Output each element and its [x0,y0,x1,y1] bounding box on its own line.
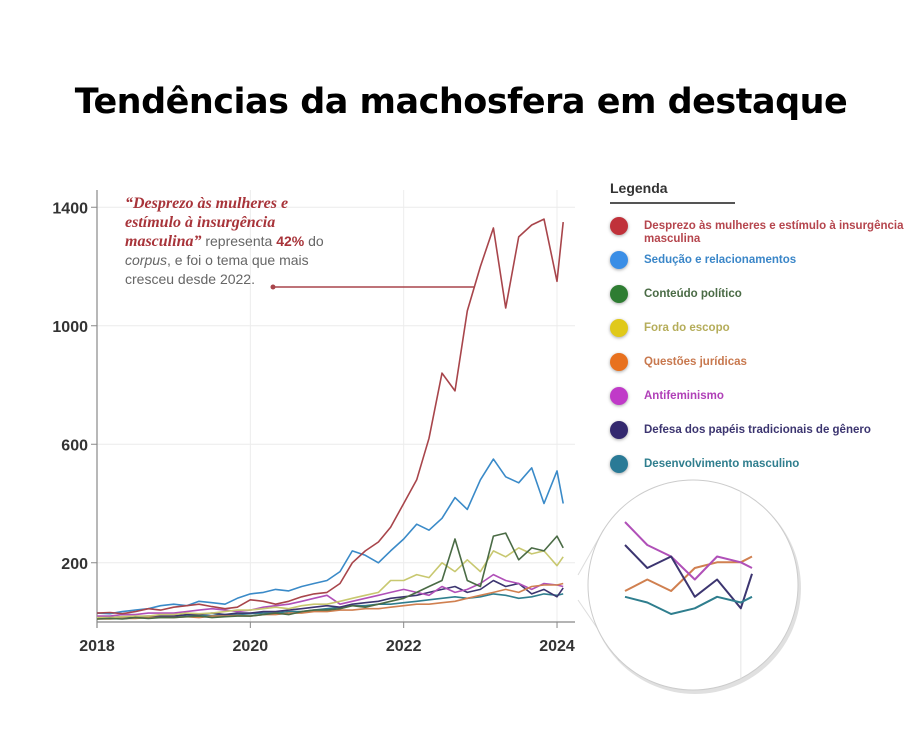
x-tick-label: 2020 [233,638,269,655]
legend-label: Desenvolvimento masculino [644,458,800,470]
legend-label: Defesa dos papéis tradicionais de gênero [644,424,871,436]
legend-label: Fora do escopo [644,322,730,334]
series-line [96,458,564,615]
legend-item: Questões jurídicas [610,353,914,371]
legend-item: Fora do escopo [610,319,914,337]
magnifier-inset [577,479,801,694]
series-line [96,218,564,615]
grid [96,190,575,622]
magnifier-series-line [624,544,753,610]
series-line [97,573,564,617]
legend-item: Desprezo às mulheres e estímulo à insurg… [610,217,914,246]
legend-swatch-icon [610,217,628,235]
legend-swatch-icon [610,421,628,439]
legend-item: Defesa dos papéis tradicionais de gênero [610,421,914,439]
annotation-highlight: “Desprezo às mulheres e estímulo à insur… [125,195,289,250]
series-line [96,532,564,620]
y-tick-label: 600 [61,437,88,454]
legend-label: Sedução e relacionamentos [644,254,797,266]
y-tick-label: 200 [61,556,88,573]
legend-label: Antifeminismo [644,390,724,402]
annotation-text: do [304,233,324,249]
legend-label: Conteúdo político [644,288,742,300]
annotation-percent: 42% [276,233,305,249]
legend-label: Questões jurídicas [644,356,747,368]
magnifier-circle [587,479,799,691]
series-lines [96,218,564,620]
annotation: “Desprezo às mulheres e estímulo à insur… [125,194,325,289]
legend-swatch-icon [610,387,628,405]
legend-item: Sedução e relacionamentos [610,251,914,269]
x-tick-label: 2024 [539,638,575,655]
legend-swatch-icon [610,353,628,371]
annotation-text: representa [201,233,277,249]
legend-swatch-icon [610,455,628,473]
legend-label: Desprezo às mulheres e estímulo à insurg… [644,220,904,245]
legend-swatch-icon [610,251,628,269]
legend: Legenda Desprezo às mulheres e estímulo … [610,180,915,473]
axes: 200 600 1000 1400 2018 2020 2022 2024 [52,190,575,655]
legend-item: Desenvolvimento masculino [610,455,914,473]
magnifier-series-line [624,595,753,615]
legend-swatch-icon [610,319,628,337]
legend-swatch-icon [610,285,628,303]
x-tick-label: 2022 [386,638,422,655]
magnifier-series-line [624,521,753,581]
series-line [97,547,564,619]
annotation-italic: corpus [125,252,168,268]
x-tick-label: 2018 [79,638,115,655]
annotation-text: , e foi o tema que mais cresceu desde 20… [125,252,309,287]
leader-dot [270,284,276,290]
legend-item: Conteúdo político [610,285,914,303]
y-tick-label: 1400 [52,200,88,217]
legend-item: Antifeminismo [610,387,914,405]
series-line [97,579,564,619]
legend-title: Legenda [610,180,735,204]
annotation-leader [270,284,475,290]
y-tick-label: 1000 [52,319,88,336]
page-title: Tendências da machosfera em destaque [74,82,848,122]
